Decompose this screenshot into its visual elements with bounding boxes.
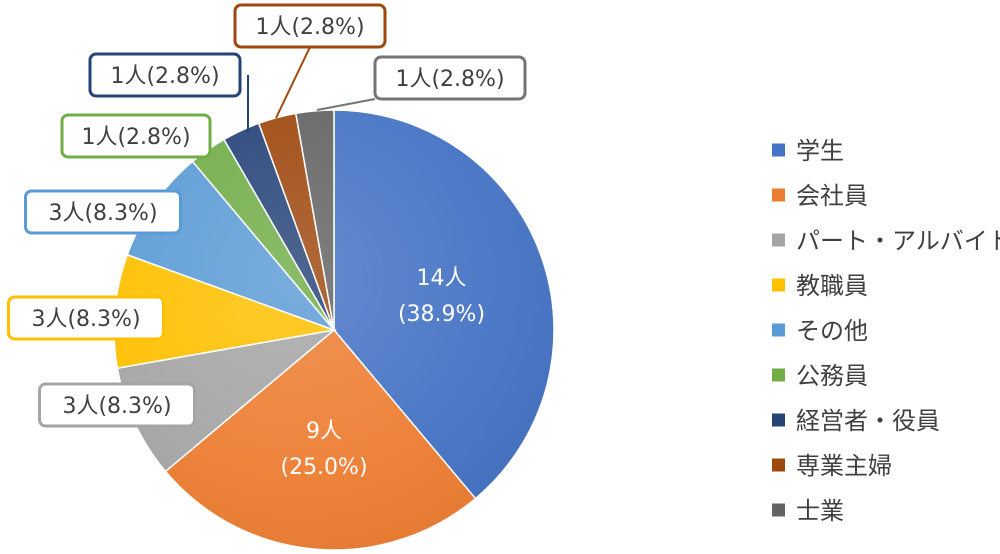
- leader-line-8: [316, 98, 376, 111]
- data-label-percent-0: (38.9%): [398, 302, 485, 327]
- data-labels: 14人 (38.9%) 9人 (25.0%) 3人(8.3%) 3人(8.3%) 3人(8.…: [7, 3, 527, 480]
- legend-swatch-0: [772, 143, 785, 157]
- legend-label-4: その他: [796, 317, 868, 345]
- data-label-4: 3人(8.3%): [48, 201, 157, 226]
- leader-line-7: [275, 46, 311, 119]
- pie-slices: [113, 109, 555, 551]
- data-label-box-8: [373, 55, 527, 101]
- data-label-3: 3人(8.3%): [31, 307, 140, 332]
- data-label-percent-1: (25.0%): [280, 455, 367, 480]
- legend-item-7: 専業主婦: [772, 452, 892, 480]
- legend-label-8: 士業: [796, 497, 844, 525]
- legend-swatch-7: [772, 458, 785, 472]
- legend-swatch-1: [772, 188, 785, 202]
- legend-label-2: パート・アルバイト: [796, 227, 1000, 255]
- legend-item-8: 士業: [772, 497, 844, 525]
- legend-swatch-3: [772, 278, 785, 292]
- legend-label-3: 教職員: [796, 272, 868, 300]
- legend-item-4: その他: [772, 317, 868, 345]
- legend-swatch-8: [772, 503, 785, 517]
- legend-label-6: 経営者・役員: [796, 407, 940, 435]
- data-label-box-4: [24, 189, 182, 235]
- legend-item-2: パート・アルバイト: [772, 227, 1000, 255]
- legend-item-6: 経営者・役員: [772, 407, 940, 435]
- legend-swatch-4: [772, 323, 785, 337]
- legend-swatch-5: [772, 368, 785, 382]
- legend-item-5: 公務員: [772, 362, 868, 390]
- data-label-box-5: [60, 113, 212, 159]
- data-label-count-1: 9人: [306, 419, 342, 444]
- data-label-2: 3人(8.3%): [62, 394, 171, 419]
- data-label-6: 1人(2.8%): [110, 64, 219, 89]
- data-label-box-6: [88, 52, 242, 98]
- legend-label-7: 専業主婦: [796, 452, 892, 480]
- data-label-box-3: [7, 295, 165, 341]
- legend-item-0: 学生: [772, 137, 844, 165]
- leader-lines: [245, 46, 376, 133]
- legend-item-3: 教職員: [772, 272, 868, 300]
- data-label-box-2: [38, 382, 196, 428]
- legend-label-5: 公務員: [796, 362, 868, 390]
- data-label-7: 1人(2.8%): [255, 15, 364, 40]
- legend-swatch-6: [772, 413, 785, 427]
- legend-item-1: 会社員: [772, 182, 868, 210]
- data-label-5: 1人(2.8%): [81, 125, 190, 150]
- data-label-count-0: 14人: [417, 266, 467, 291]
- data-label-8: 1人(2.8%): [395, 67, 504, 92]
- legend-label-1: 会社員: [796, 182, 868, 210]
- leader-line-6: [245, 75, 249, 133]
- legend-swatch-2: [772, 233, 785, 247]
- data-label-box-7: [233, 3, 387, 49]
- legend-label-0: 学生: [796, 137, 844, 165]
